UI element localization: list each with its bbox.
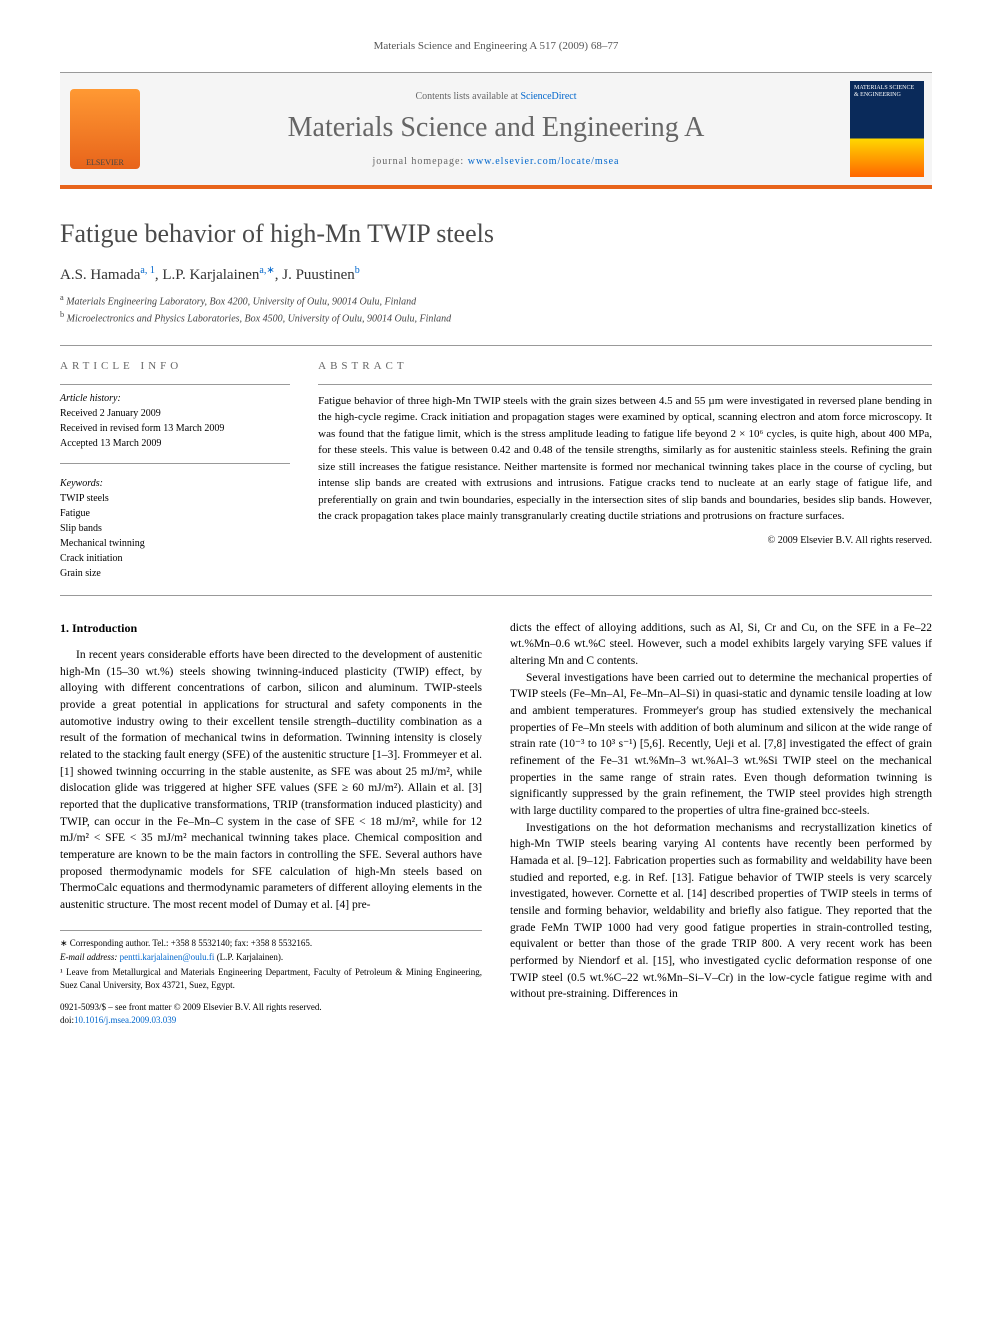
article-info-heading: article info: [60, 360, 290, 372]
history-item: Accepted 13 March 2009: [60, 436, 290, 451]
author-name: J. Puustinen: [282, 267, 355, 283]
journal-cover-thumbnail: MATERIALS SCIENCE & ENGINEERING: [850, 81, 924, 177]
keyword: Mechanical twinning: [60, 536, 290, 551]
footnotes-block: ∗ Corresponding author. Tel.: +358 8 553…: [60, 930, 482, 991]
contents-available-line: Contents lists available at ScienceDirec…: [160, 91, 832, 102]
body-paragraph: dicts the effect of alloying additions, …: [510, 620, 932, 670]
abstract-heading: abstract: [318, 360, 932, 372]
abstract-text: Fatigue behavior of three high-Mn TWIP s…: [318, 393, 932, 525]
history-item: Received 2 January 2009: [60, 406, 290, 421]
email-footnote: E-mail address: pentti.karjalainen@oulu.…: [60, 951, 482, 964]
email-link[interactable]: pentti.karjalainen@oulu.fi: [120, 952, 215, 962]
email-owner: (L.P. Karjalainen).: [217, 952, 283, 962]
sciencedirect-link[interactable]: ScienceDirect: [520, 91, 576, 102]
history-label: Article history:: [60, 393, 290, 404]
keyword: Crack initiation: [60, 551, 290, 566]
elsevier-logo: ELSEVIER: [70, 89, 140, 169]
authors-line: A.S. Hamadaa, 1, L.P. Karjalainena,∗, J.…: [60, 265, 932, 284]
author-affil-sup: a,∗: [259, 265, 274, 276]
body-paragraph: Investigations on the hot deformation me…: [510, 820, 932, 1003]
section-heading: 1. Introduction: [60, 620, 482, 637]
running-header: Materials Science and Engineering A 517 …: [60, 40, 932, 52]
journal-homepage-line: journal homepage: www.elsevier.com/locat…: [160, 156, 832, 167]
affil-sup: a: [60, 293, 64, 302]
article-title: Fatigue behavior of high-Mn TWIP steels: [60, 219, 932, 249]
body-paragraph: Several investigations have been carried…: [510, 670, 932, 820]
body-paragraph: In recent years considerable efforts hav…: [60, 647, 482, 914]
doi-link[interactable]: 10.1016/j.msea.2009.03.039: [74, 1015, 176, 1025]
keyword: Slip bands: [60, 521, 290, 536]
issn-line: 0921-5093/$ – see front matter © 2009 El…: [60, 1001, 482, 1014]
masthead-center: Contents lists available at ScienceDirec…: [150, 73, 842, 185]
email-label: E-mail address:: [60, 952, 117, 962]
doi-prefix: doi:: [60, 1015, 74, 1025]
keyword: TWIP steels: [60, 491, 290, 506]
homepage-prefix: journal homepage:: [373, 156, 468, 167]
body-column-left: 1. Introduction In recent years consider…: [60, 620, 482, 1027]
keyword: Grain size: [60, 566, 290, 581]
affil-sup: b: [60, 310, 64, 319]
author-affil-sup: a, 1: [140, 265, 154, 276]
article-info-column: article info Article history: Received 2…: [60, 346, 304, 595]
body-column-right: dicts the effect of alloying additions, …: [510, 620, 932, 1027]
abstract-column: abstract Fatigue behavior of three high-…: [304, 346, 932, 595]
body-two-columns: 1. Introduction In recent years consider…: [60, 620, 932, 1027]
cover-thumbnail-container: MATERIALS SCIENCE & ENGINEERING: [842, 73, 932, 185]
leave-footnote: ¹ Leave from Metallurgical and Materials…: [60, 966, 482, 991]
affil-text: Microelectronics and Physics Laboratorie…: [67, 314, 452, 325]
divider: [60, 463, 290, 464]
affiliations-block: a Materials Engineering Laboratory, Box …: [60, 292, 932, 327]
affiliation-line: a Materials Engineering Laboratory, Box …: [60, 292, 932, 309]
info-abstract-row: article info Article history: Received 2…: [60, 345, 932, 596]
author-affil-sup: b: [355, 265, 360, 276]
doi-block: 0921-5093/$ – see front matter © 2009 El…: [60, 1001, 482, 1026]
journal-homepage-link[interactable]: www.elsevier.com/locate/msea: [468, 156, 620, 167]
abstract-copyright: © 2009 Elsevier B.V. All rights reserved…: [318, 535, 932, 546]
journal-masthead: ELSEVIER Contents lists available at Sci…: [60, 72, 932, 189]
doi-line: doi:10.1016/j.msea.2009.03.039: [60, 1014, 482, 1027]
affil-text: Materials Engineering Laboratory, Box 42…: [66, 296, 416, 307]
contents-prefix: Contents lists available at: [415, 91, 520, 102]
corresponding-author-footnote: ∗ Corresponding author. Tel.: +358 8 553…: [60, 937, 482, 950]
publisher-logo-container: ELSEVIER: [60, 73, 150, 185]
divider: [60, 384, 290, 385]
keyword: Fatigue: [60, 506, 290, 521]
keywords-label: Keywords:: [60, 478, 290, 489]
author-name: L.P. Karjalainen: [162, 267, 259, 283]
divider: [318, 384, 932, 385]
affiliation-line: b Microelectronics and Physics Laborator…: [60, 309, 932, 326]
history-item: Received in revised form 13 March 2009: [60, 421, 290, 436]
author-name: A.S. Hamada: [60, 267, 140, 283]
journal-name: Materials Science and Engineering A: [160, 112, 832, 144]
